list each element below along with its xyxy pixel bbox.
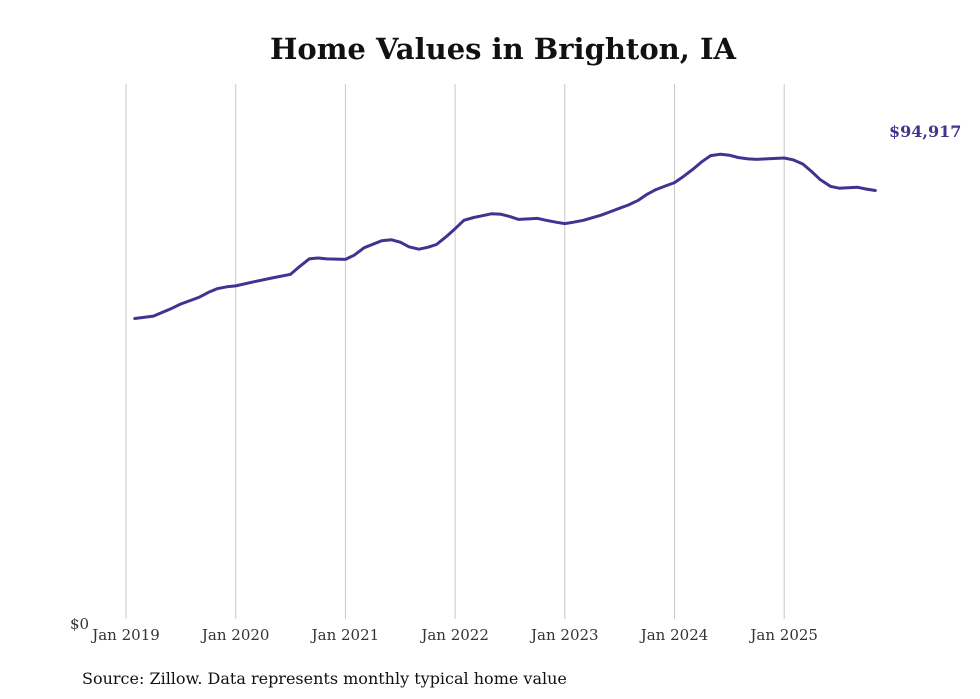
- chart-title: Home Values in Brighton, IA: [270, 32, 737, 66]
- x-tick-label: Jan 2022: [419, 626, 489, 644]
- x-tick-label: Jan 2024: [639, 626, 709, 644]
- x-tick-label: Jan 2025: [748, 626, 818, 644]
- x-tick-label: Jan 2019: [90, 626, 160, 644]
- end-value-label: $94,917: [889, 122, 961, 141]
- x-tick-label: Jan 2023: [529, 626, 599, 644]
- source-note: Source: Zillow. Data represents monthly …: [82, 669, 567, 688]
- gridlines: [125, 84, 785, 619]
- x-axis-ticks: Jan 2019 Jan 2020 Jan 2021 Jan 2022 Jan 2023…: [90, 626, 818, 644]
- series-line: [133, 152, 877, 320]
- x-tick-label: Jan 2020: [200, 626, 270, 644]
- y-tick-zero: $0: [70, 615, 89, 633]
- x-tick-label: Jan 2021: [310, 626, 380, 644]
